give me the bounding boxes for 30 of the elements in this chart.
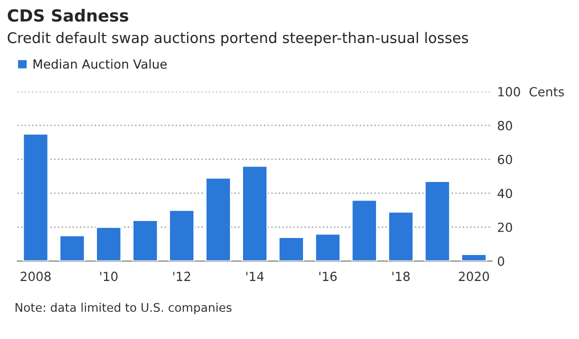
y-tick-label: 20 bbox=[498, 222, 512, 232]
text: Note: data limited to U.S. companies bbox=[16, 302, 232, 314]
bar bbox=[388, 211, 414, 262]
x-tick-label: 2008 bbox=[20, 272, 51, 282]
bar bbox=[242, 165, 268, 262]
bar bbox=[96, 226, 122, 262]
bar bbox=[22, 133, 49, 262]
y-tick-label: 0 bbox=[498, 256, 504, 266]
x-tick-label: '10 bbox=[100, 272, 118, 282]
bar bbox=[132, 220, 158, 262]
y-tick-label: 60 bbox=[498, 154, 512, 164]
bar bbox=[278, 236, 304, 262]
x-tick-label: '18 bbox=[392, 272, 410, 282]
bar bbox=[424, 180, 450, 262]
bar bbox=[205, 177, 232, 262]
bar bbox=[59, 234, 86, 262]
y-tick-label: 80 bbox=[498, 120, 512, 130]
x-tick-label: '14 bbox=[246, 272, 264, 281]
bar bbox=[314, 233, 341, 262]
bar bbox=[460, 254, 487, 262]
y-tick-label: 100 Cents bbox=[498, 87, 564, 96]
x-tick-label: '12 bbox=[173, 272, 190, 281]
x-tick-label: '16 bbox=[319, 272, 337, 282]
chart-title: CDS Sadness bbox=[8, 8, 128, 22]
y-tick-label: 40 bbox=[498, 188, 512, 198]
x-tick-label: 2020 bbox=[458, 272, 489, 282]
bar bbox=[168, 209, 195, 262]
chart-subtitle: Credit default swap auctions portend steeper-than-usual losses bbox=[8, 32, 468, 46]
legend-label: Median Auction Value bbox=[34, 59, 167, 69]
bar bbox=[351, 199, 378, 262]
